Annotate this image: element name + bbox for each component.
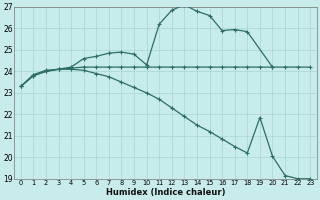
X-axis label: Humidex (Indice chaleur): Humidex (Indice chaleur) bbox=[106, 188, 225, 197]
